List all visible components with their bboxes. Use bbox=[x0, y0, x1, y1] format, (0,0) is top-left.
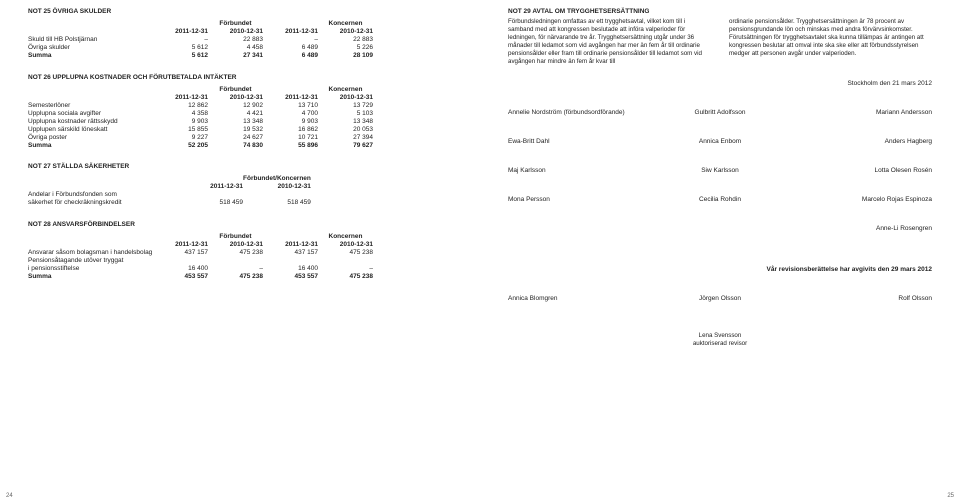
table-row: Ansvarar såsom bolagsman i handelsbolag4… bbox=[28, 248, 373, 256]
note-25: NOT 25 ÖVRIGA SKULDER Förbundet Koncerne… bbox=[28, 8, 452, 60]
signature-row: Ewa-Britt Dahl Annica Enbom Anders Hagbe… bbox=[508, 138, 932, 145]
note-26-table: Förbundet Koncernen 2011-12-31 2010-12-3… bbox=[28, 84, 373, 150]
date: 2010-12-31 bbox=[208, 93, 263, 101]
signatory: Maj Karlsson bbox=[508, 167, 648, 174]
table-sum: Summa 5 612 27 341 6 489 28 109 bbox=[28, 52, 373, 60]
signature-row: Annica Blomgren Jörgen Olsson Rolf Olsso… bbox=[508, 295, 932, 302]
signatory: Cecilia Rohdin bbox=[650, 196, 790, 203]
signatory: Annelie Nordström (förbundsordförande) bbox=[508, 109, 648, 116]
table-row: Andelar i Förbundsfonden som bbox=[28, 191, 311, 199]
note-27: NOT 27 STÄLLDA SÄKERHETER Förbundet/Konc… bbox=[28, 163, 452, 207]
group-forbundet: Förbundet bbox=[208, 84, 263, 94]
date-place: Stockholm den 21 mars 2012 bbox=[508, 80, 932, 87]
signatory: Gulbritt Adolfsson bbox=[650, 109, 790, 116]
signature-row-center: Anne-Li Rosengren bbox=[508, 225, 932, 232]
date: 2010-12-31 bbox=[318, 240, 373, 248]
table-row: Upplupna kostnader rättsskydd9 90313 348… bbox=[28, 117, 373, 125]
signature-row: Mona Persson Cecilia Rohdin Marcelo Roja… bbox=[508, 196, 932, 203]
auditor-title: auktoriserad revisor bbox=[508, 340, 932, 348]
date: 2010-12-31 bbox=[318, 93, 373, 101]
page-number-left: 24 bbox=[6, 493, 13, 499]
page-right: NOT 29 AVTAL OM TRYGGHETSERSÄTTNING Förb… bbox=[480, 0, 960, 503]
date: 2011-12-31 bbox=[263, 28, 318, 36]
group-koncernen: Koncernen bbox=[318, 84, 373, 94]
date: 2010-12-31 bbox=[243, 183, 311, 191]
note-29: NOT 29 AVTAL OM TRYGGHETSERSÄTTNING Förb… bbox=[508, 8, 932, 66]
date: 2010-12-31 bbox=[208, 240, 263, 248]
note-27-table: Förbundet/Koncernen 2011-12-312010-12-31… bbox=[28, 173, 311, 207]
signatory: Siw Karlsson bbox=[650, 167, 790, 174]
table-sum: Summa52 20574 83055 89679 627 bbox=[28, 141, 373, 149]
note-27-title: NOT 27 STÄLLDA SÄKERHETER bbox=[28, 163, 452, 170]
note-25-title: NOT 25 ÖVRIGA SKULDER bbox=[28, 8, 452, 15]
table-row: Pensionsåtagande utöver tryggat bbox=[28, 256, 373, 264]
table-row: Övriga skulder 5 612 4 458 6 489 5 226 bbox=[28, 44, 373, 52]
signatory: Annica Blomgren bbox=[508, 295, 648, 302]
auditor-name: Lena Svensson bbox=[508, 332, 932, 340]
signatory: Lotta Olesen Rosén bbox=[792, 167, 932, 174]
note-29-title: NOT 29 AVTAL OM TRYGGHETSERSÄTTNING bbox=[508, 8, 932, 15]
note-26-title: NOT 26 UPPLUPNA KOSTNADER OCH FÖRUTBETAL… bbox=[28, 74, 452, 81]
note-25-table: Förbundet Koncernen 2011-12-31 2010-12-3… bbox=[28, 18, 373, 60]
signatory: Anders Hagberg bbox=[792, 138, 932, 145]
date: 2011-12-31 bbox=[158, 93, 208, 101]
note-28-table: FörbundetKoncernen 2011-12-312010-12-312… bbox=[28, 231, 373, 281]
signatory: Ewa-Britt Dahl bbox=[508, 138, 648, 145]
table-row: säkerhet för checkräkningskredit518 4595… bbox=[28, 199, 311, 207]
date: 2011-12-31 bbox=[263, 240, 318, 248]
note-29-para-2: ordinarie pensionsålder. Trygghetsersätt… bbox=[729, 18, 932, 66]
signatory: Marcelo Rojas Espinoza bbox=[792, 196, 932, 203]
table-row: Skuld till HB Polstjärnan – 22 883 – 22 … bbox=[28, 36, 373, 44]
table-row: Övriga poster9 22724 62710 72127 394 bbox=[28, 133, 373, 141]
auditor-block: Lena Svensson auktoriserad revisor bbox=[508, 332, 932, 348]
signatory: Mona Persson bbox=[508, 196, 648, 203]
signatory: Rolf Olsson bbox=[792, 295, 932, 302]
table-sum: Summa453 557475 238453 557475 238 bbox=[28, 272, 373, 280]
group-forbundet: Förbundet bbox=[208, 231, 263, 241]
table-row: Upplupna sociala avgifter4 3584 4214 700… bbox=[28, 109, 373, 117]
table-row: Upplupen särskild löneskatt15 85519 5321… bbox=[28, 125, 373, 133]
page-number-right: 25 bbox=[947, 493, 954, 499]
signatory: Mariann Andersson bbox=[792, 109, 932, 116]
group-forbundet: Förbundet bbox=[208, 18, 263, 28]
group-koncernen: Koncernen bbox=[318, 231, 373, 241]
signatory: Anne-Li Rosengren bbox=[508, 225, 932, 232]
table-row: Semesterlöner12 86212 90213 71013 729 bbox=[28, 101, 373, 109]
date: 2011-12-31 bbox=[188, 183, 243, 191]
group: Förbundet/Koncernen bbox=[243, 173, 311, 183]
signature-row: Annelie Nordström (förbundsordförande) G… bbox=[508, 109, 932, 116]
date: 2010-12-31 bbox=[208, 28, 263, 36]
note-28: NOT 28 ANSVARSFÖRBINDELSER Förbundet Konc… bbox=[28, 221, 452, 281]
date: 2010-12-31 bbox=[318, 28, 373, 36]
note-29-para-1: Förbundsledningen omfattas av ett tryggh… bbox=[508, 18, 711, 66]
date: 2011-12-31 bbox=[158, 240, 208, 248]
date: 2011-12-31 bbox=[158, 28, 208, 36]
note-26: NOT 26 UPPLUPNA KOSTNADER OCH FÖRUTBETAL… bbox=[28, 74, 452, 150]
group-koncernen: Koncernen bbox=[318, 18, 373, 28]
table-row: i pensionsstiftelse16 400–16 400– bbox=[28, 264, 373, 272]
date: 2011-12-31 bbox=[263, 93, 318, 101]
page-left: NOT 25 ÖVRIGA SKULDER Förbundet Koncerne… bbox=[0, 0, 480, 503]
audit-line: Vår revisionsberättelse har avgivits den… bbox=[508, 266, 932, 273]
note-28-title: NOT 28 ANSVARSFÖRBINDELSER bbox=[28, 221, 452, 228]
signatory: Annica Enbom bbox=[650, 138, 790, 145]
signatory: Jörgen Olsson bbox=[650, 295, 790, 302]
signature-row: Maj Karlsson Siw Karlsson Lotta Olesen R… bbox=[508, 167, 932, 174]
